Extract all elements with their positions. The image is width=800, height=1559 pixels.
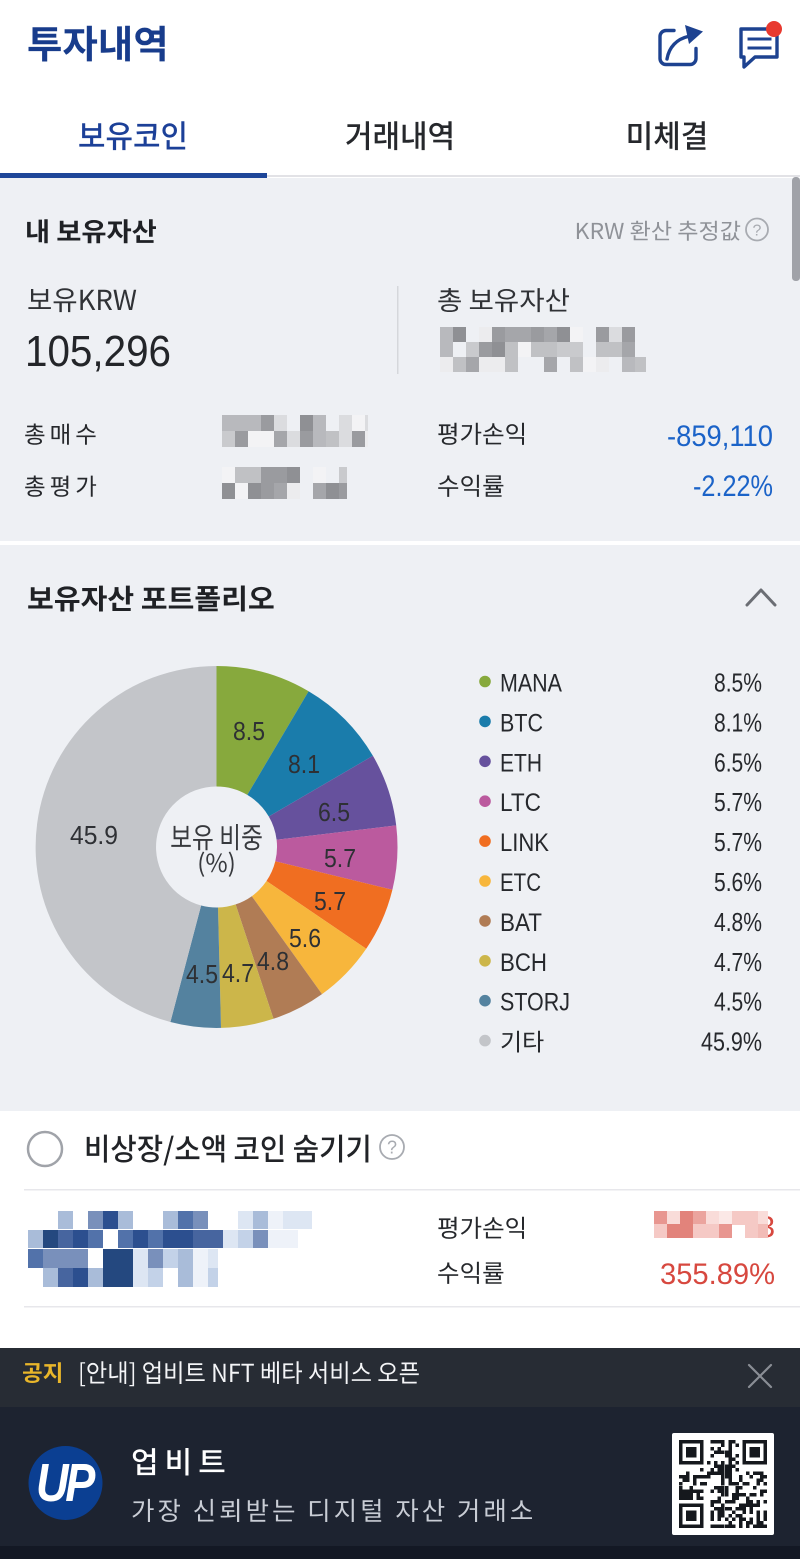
svg-text:?: ?: [387, 1138, 397, 1158]
svg-text:4.5%: 4.5%: [714, 987, 762, 1017]
svg-text:5.7%: 5.7%: [714, 827, 762, 857]
svg-text:?: ?: [753, 223, 762, 240]
svg-text:45.9: 45.9: [70, 820, 118, 850]
svg-text:ETH: ETH: [500, 749, 542, 777]
svg-text:8.5: 8.5: [233, 716, 265, 746]
svg-text:LINK: LINK: [500, 829, 549, 857]
svg-text:4.7: 4.7: [222, 958, 254, 988]
svg-text:MANA: MANA: [500, 670, 562, 698]
svg-text:4.8: 4.8: [257, 946, 289, 976]
svg-text:5.6: 5.6: [289, 923, 321, 953]
svg-text:5.7: 5.7: [314, 886, 346, 916]
svg-text:45.9%: 45.9%: [701, 1027, 762, 1057]
svg-text:6.5%: 6.5%: [714, 747, 762, 777]
svg-text:4.8%: 4.8%: [714, 907, 762, 937]
svg-text:BAT: BAT: [500, 909, 542, 937]
svg-text:5.7: 5.7: [324, 843, 356, 873]
svg-text:5.6%: 5.6%: [714, 867, 762, 897]
svg-text:BCH: BCH: [500, 949, 547, 977]
svg-text:BTC: BTC: [500, 709, 543, 737]
svg-text:STORJ: STORJ: [500, 989, 570, 1017]
svg-text:-859,110: -859,110: [667, 420, 773, 453]
svg-text:UP: UP: [36, 1453, 96, 1513]
svg-text:-2.22%: -2.22%: [693, 470, 773, 503]
svg-text:4.7%: 4.7%: [714, 947, 762, 977]
svg-text:8.5%: 8.5%: [714, 668, 762, 698]
svg-text:LTC: LTC: [500, 789, 541, 817]
svg-text:355.89%: 355.89%: [660, 1258, 775, 1291]
svg-text:105,296: 105,296: [25, 327, 171, 376]
svg-text:4.5: 4.5: [186, 959, 218, 989]
svg-text:8.1: 8.1: [288, 749, 320, 779]
svg-text:5.7%: 5.7%: [714, 787, 762, 817]
svg-text:8.1%: 8.1%: [714, 707, 762, 737]
svg-text:6.5: 6.5: [318, 797, 350, 827]
svg-text:ETC: ETC: [500, 869, 541, 897]
